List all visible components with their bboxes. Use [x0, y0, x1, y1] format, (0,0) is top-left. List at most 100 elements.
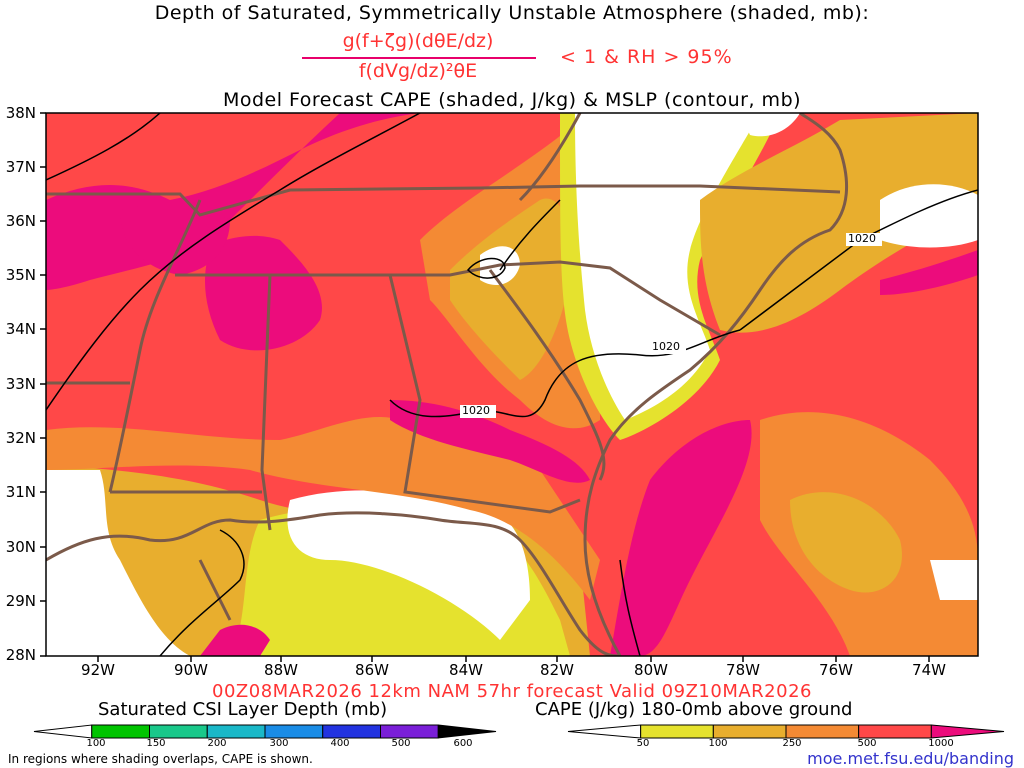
mississippi-river: [108, 199, 202, 493]
cape-tick-50: 50: [636, 738, 650, 749]
csi-tick-500: 500: [391, 738, 411, 749]
lon-label-92w: 92W: [81, 661, 115, 679]
atlantic-coastline: [583, 113, 849, 656]
cape-tick-500: 500: [857, 738, 877, 749]
cape-magenta-ms: [120, 204, 230, 275]
csi-colorbar-segment: [380, 724, 439, 739]
cape-colorbar-segment: [785, 724, 860, 739]
csi-tick-200: 200: [207, 738, 227, 749]
lat-label-38n: 38N: [5, 104, 36, 122]
lat-label-32n: 32N: [5, 429, 36, 447]
lat-label-33n: 33N: [5, 375, 36, 393]
contour-label-box-2: [650, 341, 686, 354]
cape-colorbar-segment: [712, 724, 787, 739]
lon-label-80w: 80W: [634, 661, 668, 679]
delta-coast: [198, 559, 232, 621]
lon-label-74w: 74W: [912, 661, 946, 679]
va-wv-border: [518, 113, 582, 202]
colorbar-csi-title: Saturated CSI Layer Depth (mb): [98, 699, 388, 720]
lat-label-31n: 31N: [5, 483, 36, 501]
csi-tick-400: 400: [330, 738, 350, 749]
csi-colorbar-under-segment: [33, 724, 93, 739]
axis-ticks: [40, 112, 930, 662]
al-ga-border: [388, 274, 581, 514]
gulf-coastline: [46, 511, 621, 656]
cape-white-gulf: [287, 490, 530, 640]
tn-ms-al-ga-border: [175, 260, 721, 337]
cape-white-carolinas: [575, 113, 760, 420]
lat-label-28n: 28N: [5, 646, 36, 664]
cape-tick-100: 100: [708, 738, 728, 749]
lat-label-34n: 34N: [5, 320, 36, 338]
cape-white-top: [740, 113, 800, 137]
lon-label-76w: 76W: [819, 661, 853, 679]
cape-magenta-ga: [390, 400, 590, 483]
lat-label-30n: 30N: [5, 538, 36, 556]
cape-magenta-atlantic: [610, 420, 752, 656]
cape-magenta-gulf: [200, 624, 270, 656]
csi-tick-150: 150: [146, 738, 166, 749]
cape-white-west-gulf: [46, 470, 190, 656]
isobar-florida: [619, 559, 641, 656]
formula-numerator: g(f+ζg)(dθE/dz): [342, 30, 494, 52]
footer-url-link[interactable]: moe.met.fsu.edu/banding: [807, 749, 1014, 768]
isobar-closed-small: [466, 257, 506, 279]
forecast-valid-line: 00Z08MAR2026 12km NAM 57hr forecast Vali…: [212, 681, 812, 702]
isobar-appalachian: [499, 199, 561, 271]
csi-colorbar-segment: [206, 724, 266, 739]
cape-shading: [46, 113, 978, 656]
cape-colorbar-segment: [858, 724, 932, 739]
contour-label-box-1: [460, 405, 496, 418]
csi-colorbar-segment: [322, 724, 381, 739]
csi-tick-300: 300: [269, 738, 289, 749]
cape-magenta-north: [46, 113, 420, 351]
cape-white-atlantic: [930, 560, 978, 600]
colorbar-cape: [567, 724, 1005, 739]
contour-label-box-3: [846, 233, 882, 246]
cape-tick-1000: 1000: [928, 738, 954, 749]
contour-label-1020-c: 1020: [848, 232, 876, 245]
isobar-gulf: [159, 529, 245, 656]
cape-atlantic-100: [790, 492, 902, 593]
cape-magenta-ne: [880, 250, 978, 295]
cape-colorbar-segment: [930, 724, 1005, 739]
footer-note: In regions where shading overlaps, CAPE …: [8, 752, 313, 766]
state-boundaries: [46, 113, 849, 656]
formula-condition: < 1 & RH > 95%: [560, 46, 733, 68]
lon-label-78w: 78W: [726, 661, 760, 679]
cape-colorbar-segment: [640, 724, 714, 739]
colorbar-cape-title: CAPE (J/kg) 180-0mb above ground: [535, 699, 853, 720]
isobar-west: [46, 113, 421, 411]
cape-carolinas-100: [450, 198, 573, 380]
csi-tick-600: 600: [453, 738, 473, 749]
lon-label-90w: 90W: [174, 661, 208, 679]
csi-colorbar-segment: [264, 724, 324, 739]
isobar-northwest: [46, 113, 161, 181]
lat-label-36n: 36N: [5, 212, 36, 230]
cape-tick-250: 250: [782, 738, 802, 749]
lon-label-82w: 82W: [540, 661, 574, 679]
lat-label-29n: 29N: [5, 592, 36, 610]
ga-sc-border: [488, 269, 606, 481]
cape-white-ne: [880, 184, 978, 248]
lat-label-37n: 37N: [5, 158, 36, 176]
csi-tick-100: 100: [86, 738, 106, 749]
contour-label-1020-b: 1020: [652, 340, 680, 353]
formula-denominator: f(dVg/dz)²θE: [358, 60, 478, 82]
csi-colorbar-segment: [91, 724, 150, 739]
lon-label-86w: 86W: [355, 661, 389, 679]
lon-label-88w: 88W: [264, 661, 298, 679]
csi-colorbar-segment: [437, 724, 497, 739]
contour-label-1020-a: 1020: [462, 404, 490, 417]
ms-al-border: [260, 274, 272, 531]
colorbar-csi: [33, 724, 497, 739]
ky-tn-va-nc-border: [46, 184, 841, 217]
title-line-3: Model Forecast CAPE (shaded, J/kg) & MSL…: [222, 89, 802, 111]
csi-colorbar-segment: [149, 724, 208, 739]
lat-label-35n: 35N: [5, 266, 36, 284]
title-line-1: Depth of Saturated, Symmetrically Unstab…: [154, 2, 870, 24]
cape-orange-band: [46, 417, 600, 600]
formula-fraction-bar: [302, 57, 536, 59]
lon-label-84w: 84W: [449, 661, 483, 679]
